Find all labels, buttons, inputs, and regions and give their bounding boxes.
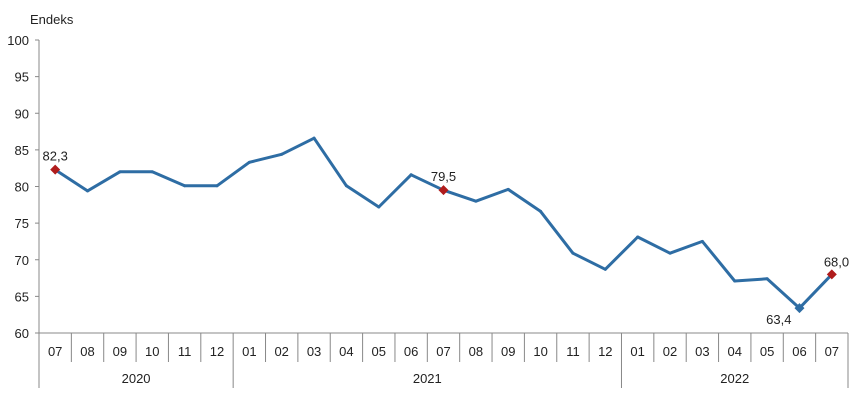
- data-point: [733, 279, 737, 283]
- x-tick-label: 09: [113, 344, 127, 359]
- x-tick-label: 04: [728, 344, 742, 359]
- data-point: [280, 152, 284, 156]
- x-tick-label: 02: [274, 344, 288, 359]
- x-tick-label: 12: [598, 344, 612, 359]
- y-tick-label: 90: [15, 106, 29, 121]
- y-axis-title: Endeks: [30, 12, 74, 27]
- year-label: 2020: [122, 371, 151, 386]
- y-tick-label: 95: [15, 70, 29, 85]
- highlight-marker: [794, 303, 805, 314]
- highlight-marker: [826, 269, 837, 280]
- y-tick-label: 80: [15, 180, 29, 195]
- data-point: [344, 184, 348, 188]
- x-tick-label: 10: [533, 344, 547, 359]
- x-tick-label: 11: [566, 344, 580, 359]
- data-point: [700, 239, 704, 243]
- x-tick-label: 04: [339, 344, 353, 359]
- y-tick-label: 70: [15, 253, 29, 268]
- x-tick-label: 07: [48, 344, 62, 359]
- x-tick-label: 03: [307, 344, 321, 359]
- x-tick-label: 06: [404, 344, 418, 359]
- data-point: [215, 184, 219, 188]
- x-tick-label: 01: [630, 344, 644, 359]
- data-point: [409, 173, 413, 177]
- x-tick-label: 05: [760, 344, 774, 359]
- x-tick-label: 11: [178, 344, 192, 359]
- y-tick-label: 85: [15, 143, 29, 158]
- year-label: 2022: [720, 371, 749, 386]
- x-tick-label: 07: [825, 344, 839, 359]
- data-point: [571, 251, 575, 255]
- data-label: 68,0: [824, 254, 849, 269]
- y-tick-label: 60: [15, 326, 29, 341]
- x-tick-label: 01: [242, 344, 256, 359]
- x-tick-label: 10: [145, 344, 159, 359]
- x-tick-label: 08: [469, 344, 483, 359]
- data-point: [86, 189, 90, 193]
- y-tick-label: 100: [7, 33, 29, 48]
- data-point: [150, 170, 154, 174]
- data-point: [765, 277, 769, 281]
- data-point: [377, 205, 381, 209]
- data-point: [183, 184, 187, 188]
- year-label: 2021: [413, 371, 442, 386]
- data-label: 82,3: [43, 149, 68, 164]
- x-tick-label: 02: [663, 344, 677, 359]
- x-tick-label: 09: [501, 344, 515, 359]
- data-label: 63,4: [766, 312, 791, 327]
- data-point: [603, 267, 607, 271]
- x-tick-label: 05: [372, 344, 386, 359]
- data-point: [118, 170, 122, 174]
- data-point: [539, 209, 543, 213]
- data-point: [247, 160, 251, 164]
- data-point: [312, 136, 316, 140]
- data-label: 79,5: [431, 169, 456, 184]
- data-point: [506, 187, 510, 191]
- x-tick-label: 07: [436, 344, 450, 359]
- highlight-marker: [438, 185, 449, 196]
- y-tick-label: 75: [15, 216, 29, 231]
- x-tick-label: 06: [792, 344, 806, 359]
- data-point: [474, 199, 478, 203]
- highlight-marker: [50, 164, 61, 175]
- data-point: [668, 251, 672, 255]
- x-tick-label: 03: [695, 344, 709, 359]
- data-point: [636, 235, 640, 239]
- series-line: [54, 136, 833, 310]
- x-tick-label: 12: [210, 344, 224, 359]
- y-tick-label: 65: [15, 289, 29, 304]
- x-tick-label: 08: [80, 344, 94, 359]
